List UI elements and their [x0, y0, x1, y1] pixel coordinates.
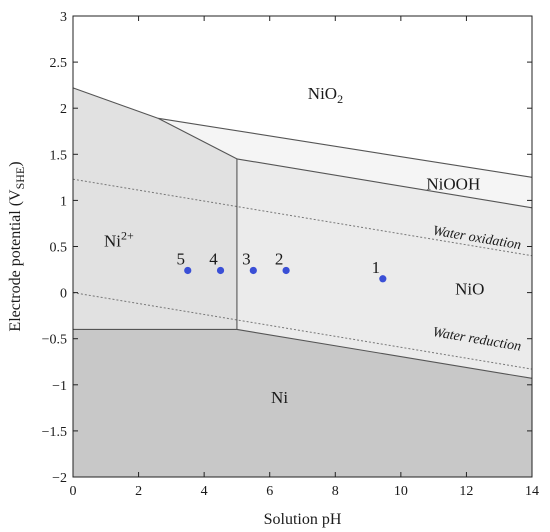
y-axis-label-main: Electrode potential (V [7, 189, 24, 332]
axis-ticks: 0 2 4 6 8 10 12 14−2−1.5−1−0.500.511.522.53 [42, 10, 539, 499]
region-label-ni: Ni [271, 388, 288, 407]
sample-point-1 [379, 275, 387, 283]
y-tick-label: −2 [52, 471, 67, 486]
boundary-line-7 [158, 117, 533, 178]
region-niooh [158, 118, 532, 208]
y-tick-label: 2.5 [50, 56, 68, 71]
region-label-nio2: NiO2 [308, 84, 343, 106]
y-tick-label: −1.5 [42, 425, 67, 440]
y-tick-label: −1 [52, 379, 67, 394]
phase-boundaries [72, 87, 533, 379]
boundary-line-6 [236, 158, 533, 209]
water-line-water-oxidation [72, 178, 533, 257]
y-tick-label: 3 [60, 10, 67, 25]
sample-point-label-3: 3 [242, 249, 251, 268]
y-tick-label: 1 [60, 194, 67, 209]
boundary-line-2 [236, 328, 533, 379]
sample-point-5 [184, 266, 192, 275]
region-nio [236, 158, 532, 379]
sample-point-label-1: 1 [372, 258, 381, 277]
x-tick-label: 2 [135, 484, 142, 499]
sample-point-label-5: 5 [177, 249, 186, 268]
x-tick-label: 4 [201, 484, 208, 499]
x-tick-label: 8 [332, 484, 339, 499]
region-ni2 [73, 87, 237, 330]
y-tick-label: 2 [60, 102, 67, 117]
y-tick-label: 0.5 [50, 241, 68, 256]
sample-point-2 [282, 266, 290, 275]
region-label-ni-2: Ni2+ [104, 229, 134, 251]
boundary-line-5 [157, 117, 238, 160]
y-tick-label: 1.5 [50, 148, 68, 163]
y-axis-label-subscript: SHE [13, 167, 27, 190]
y-tick-label: −0.5 [42, 333, 67, 348]
x-axis-label: Solution pH [264, 511, 342, 528]
sample-point-3 [249, 266, 257, 275]
x-tick-label: 0 [70, 484, 77, 499]
sample-point-label-2: 2 [275, 249, 284, 268]
region-ni [73, 329, 532, 477]
y-tick-label: 0 [60, 287, 67, 302]
stability-regions [73, 87, 532, 477]
sample-point-label-4: 4 [209, 249, 218, 268]
x-tick-label: 14 [525, 484, 539, 499]
y-axis-label-close: ) [7, 161, 24, 166]
region-labels: NiO2 NiOOH Ni2+ NiO Ni [104, 84, 484, 407]
water-line-water-reduction [72, 292, 533, 370]
region-label-niooh: NiOOH [426, 174, 480, 193]
y-axis-label: Electrode potential (VSHE) [7, 161, 27, 331]
sample-points: 1 2 3 4 5 [177, 249, 387, 283]
x-tick-label: 6 [266, 484, 273, 499]
sample-point-4 [216, 266, 225, 275]
x-tick-label: 10 [394, 484, 408, 499]
boundary-line-4 [72, 87, 159, 119]
water-stability-lines [72, 178, 533, 370]
region-label-nio: NiO [455, 279, 484, 298]
x-tick-label: 12 [459, 484, 473, 499]
